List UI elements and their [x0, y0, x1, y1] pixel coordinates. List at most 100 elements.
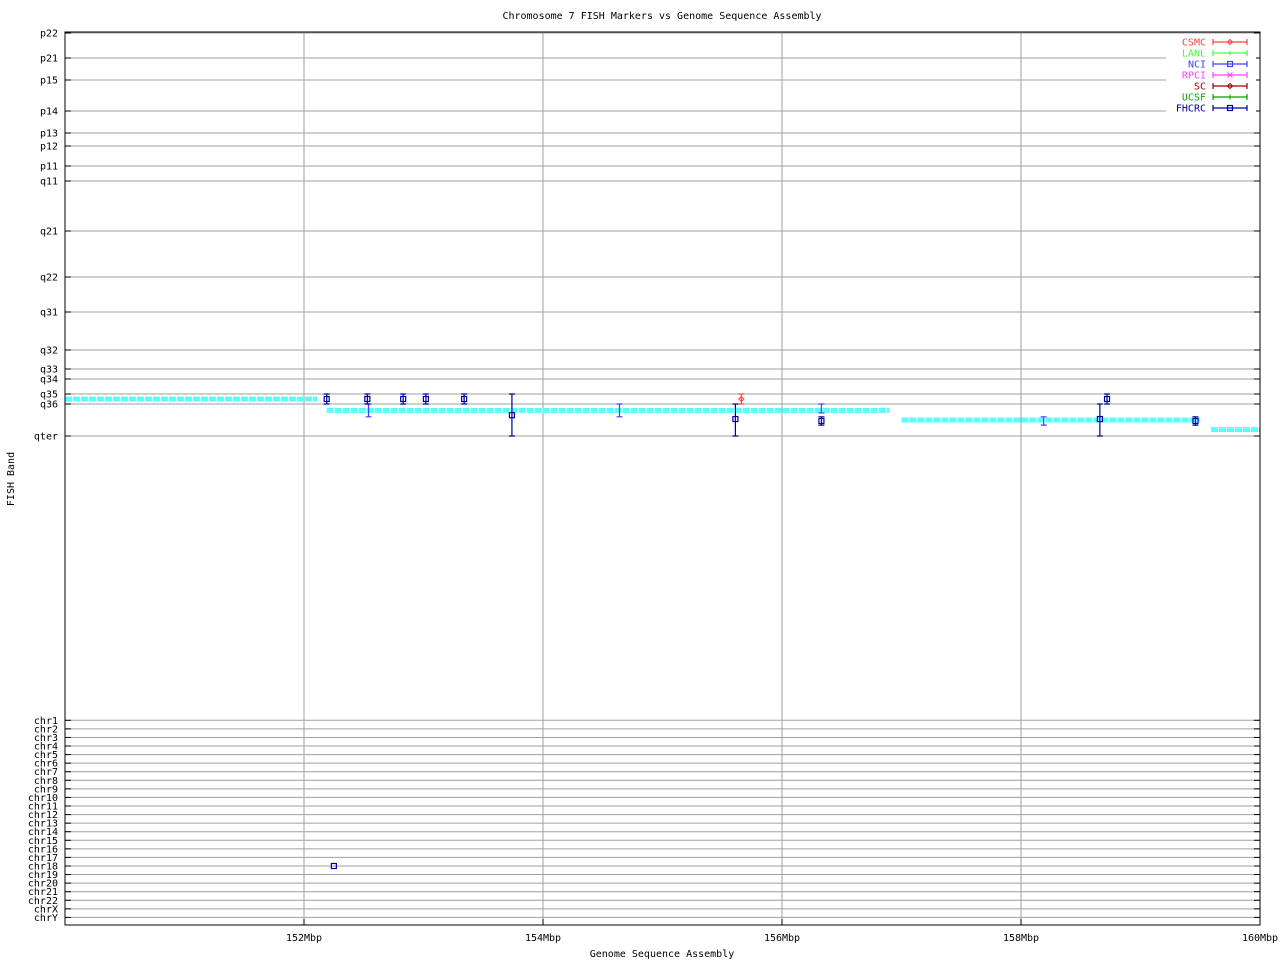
chrom-tick-label: chrX — [34, 904, 58, 915]
band-tick-label: q31 — [40, 308, 58, 319]
legend-sample — [1212, 39, 1248, 45]
data-point — [400, 395, 407, 403]
error-bar — [323, 393, 330, 405]
error-bar — [422, 393, 429, 405]
legend-label: UCSF — [1182, 93, 1206, 104]
legend-label: LANL — [1182, 49, 1206, 60]
legend-sample — [1212, 83, 1248, 89]
data-point — [461, 395, 468, 403]
error-bar — [1104, 393, 1111, 405]
legend-label: SC — [1194, 82, 1206, 93]
chrom-tick-label: chr16 — [28, 844, 58, 855]
chrom-tick-label: chr13 — [28, 819, 58, 830]
legend-marker — [1227, 72, 1233, 78]
error-bar — [818, 403, 825, 414]
band-tick-label: p15 — [40, 76, 58, 87]
band-tick-label: q36 — [40, 400, 58, 411]
band-tick-label: q34 — [40, 375, 58, 386]
band-tick-label: p14 — [40, 107, 58, 118]
chrom-tick-label: chr6 — [34, 759, 58, 770]
chrom-tick-label: chr21 — [28, 887, 58, 898]
chrom-tick-label: chr20 — [28, 879, 58, 890]
data-point — [1096, 415, 1103, 423]
band-tick-label: q33 — [40, 365, 58, 376]
band-tick-label: p21 — [40, 54, 58, 65]
data-point — [422, 395, 429, 403]
chrom-tick-label: chr12 — [28, 810, 58, 821]
band-tick-label: q21 — [40, 227, 58, 238]
legend-label: RPCI — [1182, 71, 1206, 82]
x-tick-label: 160Mbp — [1242, 933, 1278, 944]
chrom-tick-label: chr9 — [34, 784, 58, 795]
band-tick-label: p22 — [40, 29, 58, 40]
band-tick-label: p12 — [40, 142, 58, 153]
band-tick-label: q35 — [40, 390, 58, 401]
chrom-tick-label: chr11 — [28, 802, 58, 813]
error-bar — [364, 393, 371, 405]
band-tick-label: q32 — [40, 346, 58, 357]
grid — [65, 32, 1261, 925]
error-bar — [400, 393, 407, 405]
chart-title: Chromosome 7 FISH Markers vs Genome Sequ… — [502, 11, 821, 22]
tick-labels: 152Mbp 154Mbp 156Mbp 158Mbp 160Mbp p22 p21 p15 p… — [28, 29, 1278, 945]
chrom-tick-label: chr19 — [28, 870, 58, 881]
data-point — [364, 395, 371, 403]
legend-marker — [1226, 38, 1234, 46]
assembly-segments — [65, 396, 1260, 433]
error-bar — [1040, 416, 1047, 426]
error-bar — [738, 393, 745, 405]
data-point — [508, 412, 516, 419]
legend-sample — [1212, 61, 1248, 67]
series-nci — [365, 403, 1047, 426]
data-point — [732, 415, 739, 423]
band-tick-label: p11 — [40, 162, 58, 173]
legend-marker — [1226, 104, 1234, 112]
chrom-tick-label: chr22 — [28, 896, 58, 907]
series-fhcrc — [323, 393, 1199, 870]
band-tick-label: q11 — [40, 177, 58, 188]
data-point — [1192, 417, 1199, 425]
x-tick-label: 156Mbp — [764, 933, 800, 944]
chrom-tick-label: chr17 — [28, 853, 58, 864]
legend-sample — [1212, 105, 1248, 111]
chrom-tick-label: chrY — [34, 913, 58, 924]
band-tick-label: q22 — [40, 273, 58, 284]
error-bar — [732, 403, 739, 437]
chrom-tick-label: chr5 — [34, 750, 58, 761]
legend-label: NCI — [1188, 60, 1206, 71]
x-tick-label: 152Mbp — [286, 933, 322, 944]
chrom-tick-label: chr4 — [34, 742, 58, 753]
band-tick-label: qter — [34, 432, 58, 443]
data-point — [818, 417, 825, 425]
series-csmc — [738, 393, 745, 405]
legend-marker — [1226, 82, 1234, 90]
chrom-tick-label: chr15 — [28, 836, 58, 847]
chrom-tick-label: chr10 — [28, 793, 58, 804]
plot-frame — [64, 31, 1261, 926]
data-point — [1103, 395, 1111, 403]
x-tick-label: 154Mbp — [525, 933, 561, 944]
data-points — [323, 393, 1199, 870]
y-axis-label: FISH Band — [6, 452, 17, 506]
error-bar — [508, 393, 515, 437]
chrom-tick-label: chr18 — [28, 861, 58, 872]
chrom-tick-label: chr3 — [34, 733, 58, 744]
x-axis-label: Genome Sequence Assembly — [590, 949, 735, 960]
error-bar — [461, 393, 468, 405]
error-bar — [616, 403, 623, 418]
chrom-tick-label: chr2 — [34, 724, 58, 735]
data-point — [323, 395, 330, 403]
legend-label: FHCRC — [1176, 104, 1206, 115]
data-point — [330, 862, 337, 870]
chrom-tick-label: chr7 — [34, 767, 58, 778]
legend-marker — [1226, 60, 1234, 68]
x-tick-label: 158Mbp — [1003, 933, 1039, 944]
band-tick-label: p13 — [40, 129, 58, 140]
legend-label: CSMC — [1182, 38, 1206, 49]
legend-marker — [1227, 94, 1233, 100]
chrom-tick-label: chr1 — [34, 716, 58, 727]
legend-marker — [1227, 50, 1233, 56]
chrom-tick-label: chr14 — [28, 827, 58, 838]
